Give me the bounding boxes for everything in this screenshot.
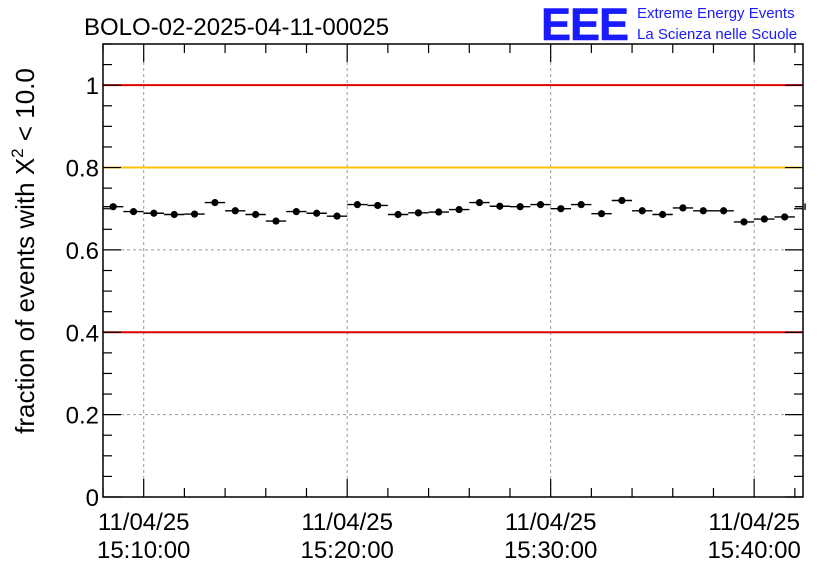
data-point bbox=[265, 217, 287, 225]
point-marker bbox=[781, 213, 789, 221]
grid bbox=[103, 44, 803, 497]
data-point bbox=[571, 201, 592, 209]
data-point bbox=[367, 201, 388, 210]
plot-border bbox=[102, 43, 804, 498]
data-point bbox=[164, 210, 185, 219]
point-marker bbox=[414, 209, 423, 217]
data-points bbox=[103, 196, 806, 226]
point-marker bbox=[313, 209, 321, 217]
point-marker bbox=[252, 210, 260, 219]
point-marker bbox=[618, 196, 626, 205]
point-marker bbox=[150, 209, 158, 217]
point-marker bbox=[536, 201, 545, 209]
point-marker bbox=[272, 217, 280, 225]
point-marker bbox=[720, 207, 728, 215]
point-marker bbox=[211, 198, 219, 207]
point-marker bbox=[231, 207, 239, 215]
point-marker bbox=[760, 215, 768, 223]
eee-logo-mark: EEE bbox=[541, 0, 628, 50]
data-point bbox=[428, 208, 449, 216]
data-point bbox=[550, 205, 572, 213]
y-tick-label: 1 bbox=[86, 73, 99, 100]
data-point bbox=[123, 208, 144, 216]
point-marker bbox=[455, 205, 463, 214]
data-point bbox=[306, 209, 327, 217]
x-tick-label-time: 15:40:00 bbox=[707, 537, 800, 564]
threshold-lines bbox=[103, 84, 803, 334]
data-point bbox=[245, 210, 266, 219]
data-point bbox=[509, 203, 531, 211]
point-marker bbox=[435, 208, 443, 216]
data-point bbox=[713, 207, 734, 215]
plot-frame bbox=[102, 43, 804, 498]
point-marker bbox=[170, 210, 178, 219]
data-point bbox=[387, 210, 409, 219]
y-tick-label: 0.8 bbox=[66, 156, 99, 183]
data-point bbox=[326, 212, 348, 220]
point-marker bbox=[333, 212, 341, 220]
data-point bbox=[672, 204, 694, 212]
chart-title: BOLO-02-2025-04-11-00025 bbox=[84, 14, 389, 41]
x-tick-label-date: 11/04/25 bbox=[505, 509, 597, 536]
point-marker bbox=[658, 210, 667, 219]
y-tick-label: 0 bbox=[86, 485, 99, 512]
y-tick-label: 0.6 bbox=[66, 238, 99, 265]
data-point bbox=[693, 207, 714, 215]
x-tick-label-date: 11/04/25 bbox=[98, 509, 190, 536]
y-tick-label: 0.2 bbox=[66, 403, 99, 430]
data-point bbox=[632, 207, 653, 215]
x-tick-label-date: 11/04/25 bbox=[708, 509, 800, 536]
data-point bbox=[184, 210, 205, 218]
data-point bbox=[591, 210, 612, 218]
point-marker bbox=[496, 202, 504, 210]
point-marker bbox=[679, 204, 687, 212]
point-marker bbox=[353, 201, 361, 209]
data-point bbox=[611, 196, 633, 205]
y-axis-label: fraction of events with Χ2 < 10.0 bbox=[8, 68, 40, 434]
data-point bbox=[754, 215, 775, 223]
data-point bbox=[530, 201, 551, 209]
point-marker bbox=[475, 198, 484, 207]
x-tick-label-time: 15:30:00 bbox=[504, 537, 597, 564]
point-marker bbox=[699, 207, 707, 215]
data-point bbox=[774, 213, 795, 221]
data-point bbox=[489, 202, 510, 210]
eee-logo-line2: La Scienza nelle Scuole bbox=[637, 26, 797, 43]
data-point bbox=[225, 207, 246, 215]
eee-logo: EEE Extreme Energy Events La Scienza nel… bbox=[541, 0, 797, 50]
point-marker bbox=[577, 201, 585, 209]
point-marker bbox=[597, 210, 606, 218]
point-marker bbox=[394, 210, 402, 219]
data-point bbox=[347, 201, 368, 209]
x-tick-label-time: 15:20:00 bbox=[300, 537, 393, 564]
y-tick-label: 0.4 bbox=[66, 320, 99, 347]
point-marker bbox=[557, 205, 565, 213]
point-marker bbox=[516, 203, 524, 211]
point-marker bbox=[129, 208, 138, 216]
point-marker bbox=[190, 210, 199, 218]
point-marker bbox=[292, 208, 300, 216]
data-point bbox=[652, 210, 673, 219]
data-point bbox=[448, 205, 470, 214]
data-point bbox=[204, 198, 226, 207]
data-point bbox=[733, 218, 755, 226]
data-point bbox=[408, 209, 429, 217]
data-point bbox=[469, 198, 490, 207]
x-tick-label-time: 15:10:00 bbox=[97, 537, 190, 564]
x-tick-label-date: 11/04/25 bbox=[301, 509, 393, 536]
data-point bbox=[794, 203, 806, 210]
point-marker bbox=[374, 201, 382, 210]
data-point bbox=[143, 209, 165, 217]
data-point bbox=[286, 208, 307, 216]
x-axis: 11/04/2515:10:0011/04/2515:20:0011/04/25… bbox=[97, 44, 801, 564]
point-marker bbox=[638, 207, 646, 215]
eee-logo-line1: Extreme Energy Events bbox=[637, 5, 795, 22]
point-marker bbox=[740, 218, 748, 226]
y-axis: 0 0.2 0.4 0.6 0.8 1 bbox=[66, 43, 803, 512]
